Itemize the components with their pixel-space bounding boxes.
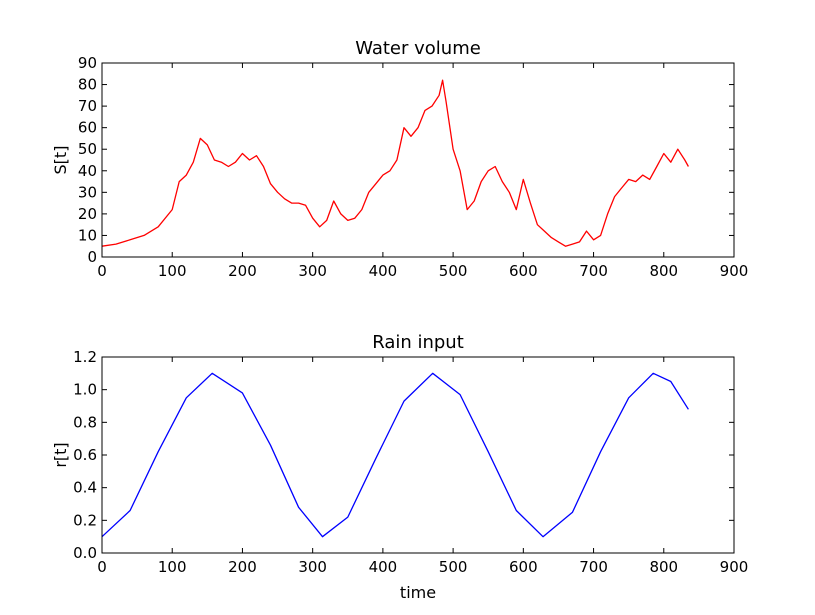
x-tick-label: 800	[649, 262, 678, 280]
y-tick-label: 1.0	[73, 381, 97, 399]
water-volume-plot: 0 100 200 300 400 500 600 700 800 900010203040506…	[51, 38, 748, 280]
y-axis-label: S[t]	[51, 146, 70, 175]
chart-title: Rain input	[372, 332, 464, 353]
y-tick-label: 60	[78, 119, 97, 137]
x-tick-label: 300	[298, 262, 327, 280]
x-tick-label: 0	[97, 558, 107, 576]
x-tick-label: 600	[509, 558, 538, 576]
rain-input-plot: 0 100 200 300 400 500 600 700 800 900 0.0 0.2 0.4 0.6…	[51, 332, 748, 602]
x-tick-label: 0	[97, 262, 107, 280]
x-tick-label: 500	[439, 262, 468, 280]
y-tick-label: 0	[87, 248, 97, 266]
x-tick-label: 200	[228, 262, 257, 280]
x-tick-label: 700	[579, 262, 608, 280]
chart-title: Water volume	[355, 38, 481, 59]
x-tick-label: 400	[369, 558, 398, 576]
y-tick-label: 80	[78, 76, 97, 94]
y-axis-label: r[t]	[51, 442, 70, 467]
y-tick-label: 10	[78, 226, 97, 244]
y-tick-label: 0.0	[73, 544, 97, 562]
x-tick-label: 600	[509, 262, 538, 280]
y-tick-label: 0.4	[73, 479, 97, 497]
y-tick-label: 0.6	[73, 446, 97, 464]
y-tick-label: 20	[78, 205, 97, 223]
x-tick-label: 900	[720, 558, 749, 576]
y-tick-label: 0.8	[73, 413, 97, 431]
x-tick-label: 200	[228, 558, 257, 576]
x-tick-label: 100	[158, 558, 187, 576]
y-tick-label: 90	[78, 54, 97, 72]
plot-frame	[101, 62, 735, 258]
x-tick-label: 500	[439, 558, 468, 576]
y-tick-label: 0.2	[73, 511, 97, 529]
y-tick-label: 1.2	[73, 348, 97, 366]
x-tick-label: 300	[298, 558, 327, 576]
x-axis-label: time	[400, 583, 436, 602]
y-tick-label: 40	[78, 162, 97, 180]
x-tick-label: 700	[579, 558, 608, 576]
y-tick-label: 70	[78, 97, 97, 115]
x-tick-label: 400	[369, 262, 398, 280]
series-line-0	[101, 79, 689, 247]
series-line-0	[101, 372, 689, 538]
x-tick-label: 800	[649, 558, 678, 576]
x-tick-label: 900	[720, 262, 749, 280]
x-tick-label: 100	[158, 262, 187, 280]
y-tick-label: 50	[78, 140, 97, 158]
y-tick-label: 30	[78, 183, 97, 201]
